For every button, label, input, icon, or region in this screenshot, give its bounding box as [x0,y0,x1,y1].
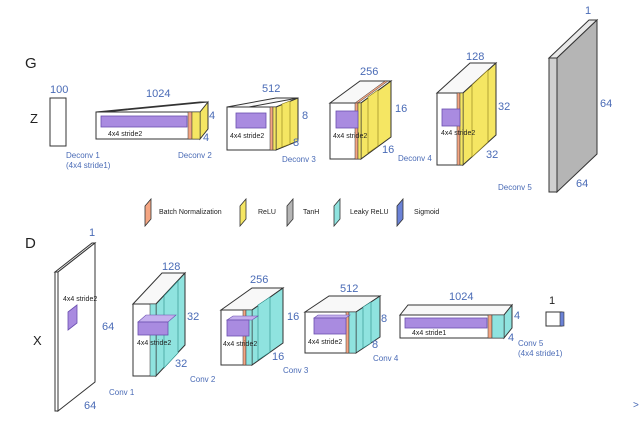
z-input-dim: 100 [50,84,68,96]
gen-block4-kernel-label: 4x4 stride2 [441,130,475,137]
legend-tanh: TanH [286,197,319,228]
gen-block1-kernel-label: 4x4 stride2 [108,131,142,138]
conv5-label: Conv 5 [518,339,544,348]
disc-input-image: 4x4 stride2 1 64 64 [53,227,114,413]
gen-output-depth: 1 [585,5,591,17]
gen-block2-size: 8 [302,110,308,122]
gen-block4-size2: 32 [486,149,498,161]
gen-output-size2: 64 [576,178,588,190]
deconv5-label: Deconv 5 [498,183,532,192]
gen-block3-size2: 16 [382,144,394,156]
gen-block3-size: 16 [395,103,407,115]
disc-block4-kernel-label: 4x4 stride1 [412,330,446,337]
legend-relu: ReLU [239,197,276,228]
generator-section-label: G [25,55,37,72]
disc-block3-depth: 512 [340,283,358,295]
disc-block2-depth: 256 [250,274,268,286]
deconv4-label: Deconv 4 [398,154,432,163]
gen-block-128: 4x4 stride2 128 32 32 [435,51,510,167]
gen-block2-size2: 8 [293,137,299,149]
gen-block-1024: 4x4 stride2 1024 4 4 [95,88,215,144]
disc-block1-size2: 32 [175,358,187,370]
conv5-detail: (4x4 stride1) [518,349,563,358]
disc-block-256: 4x4 stride2 256 16 16 [219,274,299,366]
disc-input-size2: 64 [84,400,96,412]
gen-block4-size: 32 [498,101,510,113]
gen-output-size: 64 [600,98,612,110]
disc-block1-depth: 128 [162,261,180,273]
legend: Batch Normalization ReLU TanH Leaky ReLU… [144,197,439,228]
disc-block-128: 4x4 stride2 128 32 32 [131,261,199,378]
disc-block1-size: 32 [187,311,199,323]
disc-output-dim: 1 [549,295,555,307]
deconv1-label: Deconv 1 [66,151,100,160]
gen-block3-depth: 256 [360,66,378,78]
deconv3-label: Deconv 3 [282,155,316,164]
gen-block3-kernel-label: 4x4 stride2 [333,133,367,140]
legend-leaky-relu-label: Leaky ReLU [350,209,389,216]
discriminator-section-label: D [25,235,36,252]
disc-block3-kernel-label: 4x4 stride2 [308,339,342,346]
disc-block4-depth: 1024 [449,291,473,303]
gen-block1-size: 4 [209,110,215,122]
disc-block2-size2: 16 [272,351,284,363]
disc-input-depth: 1 [89,227,95,239]
disc-input-size: 64 [102,321,114,333]
disc-block2-kernel-label: 4x4 stride2 [223,341,257,348]
legend-leaky-relu: Leaky ReLU [333,197,389,228]
gen-block-256: 4x4 stride2 256 16 16 [328,66,407,160]
gen-block1-kernel [100,115,188,128]
gen-block2-kernel-label: 4x4 stride2 [230,133,264,140]
legend-batch-norm-label: Batch Normalization [159,209,222,216]
gen-block1-size2: 4 [203,132,209,144]
disc-block-1024: 4x4 stride1 1024 4 4 [398,291,520,344]
disc-output: 1 [545,295,565,327]
disc-block4-size2: 4 [508,332,514,344]
gen-block4-depth: 128 [466,51,484,63]
generator-input-label: Z [30,111,38,126]
conv4-label: Conv 4 [373,354,399,363]
legend-sigmoid: Sigmoid [396,197,439,228]
disc-block3-size: 8 [381,313,387,325]
disc-block2-size: 16 [287,311,299,323]
legend-sigmoid-label: Sigmoid [414,209,439,216]
gen-block2-depth: 512 [262,83,280,95]
legend-tanh-label: TanH [303,209,319,216]
disc-input-kernel-label: 4x4 stride2 [63,296,97,303]
chevron-right-icon: > [633,400,639,411]
disc-block4-size: 4 [514,310,520,322]
disc-block-512: 4x4 stride2 512 8 8 [303,283,387,354]
disc-block1-kernel-label: 4x4 stride2 [137,340,171,347]
discriminator-input-label: X [33,333,42,348]
disc-block3-size2: 8 [372,339,378,351]
z-input-vector: 100 [49,84,68,147]
conv2-label: Conv 2 [190,375,216,384]
legend-batch-norm: Batch Normalization [144,197,222,228]
conv1-label: Conv 1 [109,388,135,397]
deconv1-detail: (4x4 stride1) [66,161,111,170]
gen-block-512: 4x4 stride2 512 8 8 [226,83,308,151]
legend-relu-label: ReLU [258,209,276,216]
gen-output-image: 1 64 64 [547,5,612,194]
deconv2-label: Deconv 2 [178,151,212,160]
gen-block1-depth: 1024 [146,88,170,100]
conv3-label: Conv 3 [283,366,309,375]
